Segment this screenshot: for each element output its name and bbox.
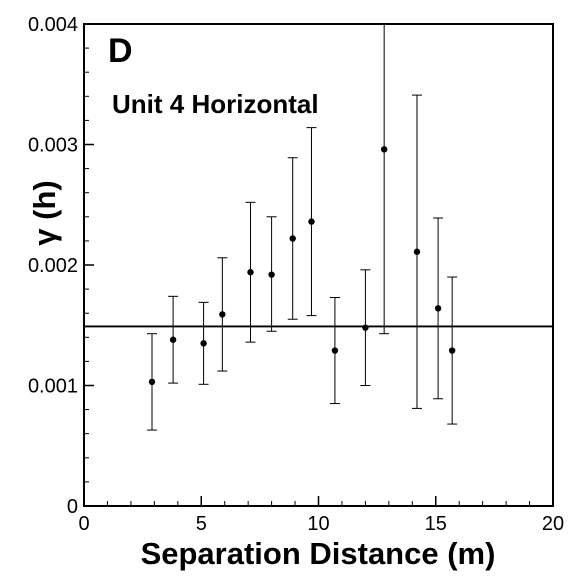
y-axis-title: γ (h) (27, 180, 62, 245)
y-tick-label: 0.002 (28, 255, 78, 277)
x-tick-label: 10 (307, 513, 329, 535)
data-point (362, 324, 369, 331)
data-point (169, 336, 177, 343)
x-tick-label: 0 (78, 513, 89, 535)
data-point (308, 218, 315, 225)
data-point (434, 305, 442, 312)
data-point (413, 248, 421, 255)
y-tick-label: 0.001 (28, 376, 78, 398)
x-tick-label: 5 (196, 513, 207, 535)
y-tick-label: 0.004 (28, 14, 78, 36)
data-point (200, 340, 207, 347)
x-axis-title: Separation Distance (m) (141, 536, 496, 571)
x-tick-label: 20 (542, 513, 564, 535)
y-tick-label: 0 (67, 496, 78, 518)
data-point (289, 235, 296, 242)
data-point (219, 311, 226, 318)
chart-title: Unit 4 Horizontal (112, 89, 319, 119)
y-tick-label: 0.003 (28, 135, 78, 157)
data-point (268, 271, 275, 278)
data-point (247, 269, 254, 276)
data-point (380, 146, 388, 153)
panel-letter: D (108, 32, 133, 70)
data-point (148, 378, 156, 386)
x-tick-label: 15 (425, 513, 447, 535)
data-point (448, 347, 456, 354)
data-point (331, 347, 339, 354)
